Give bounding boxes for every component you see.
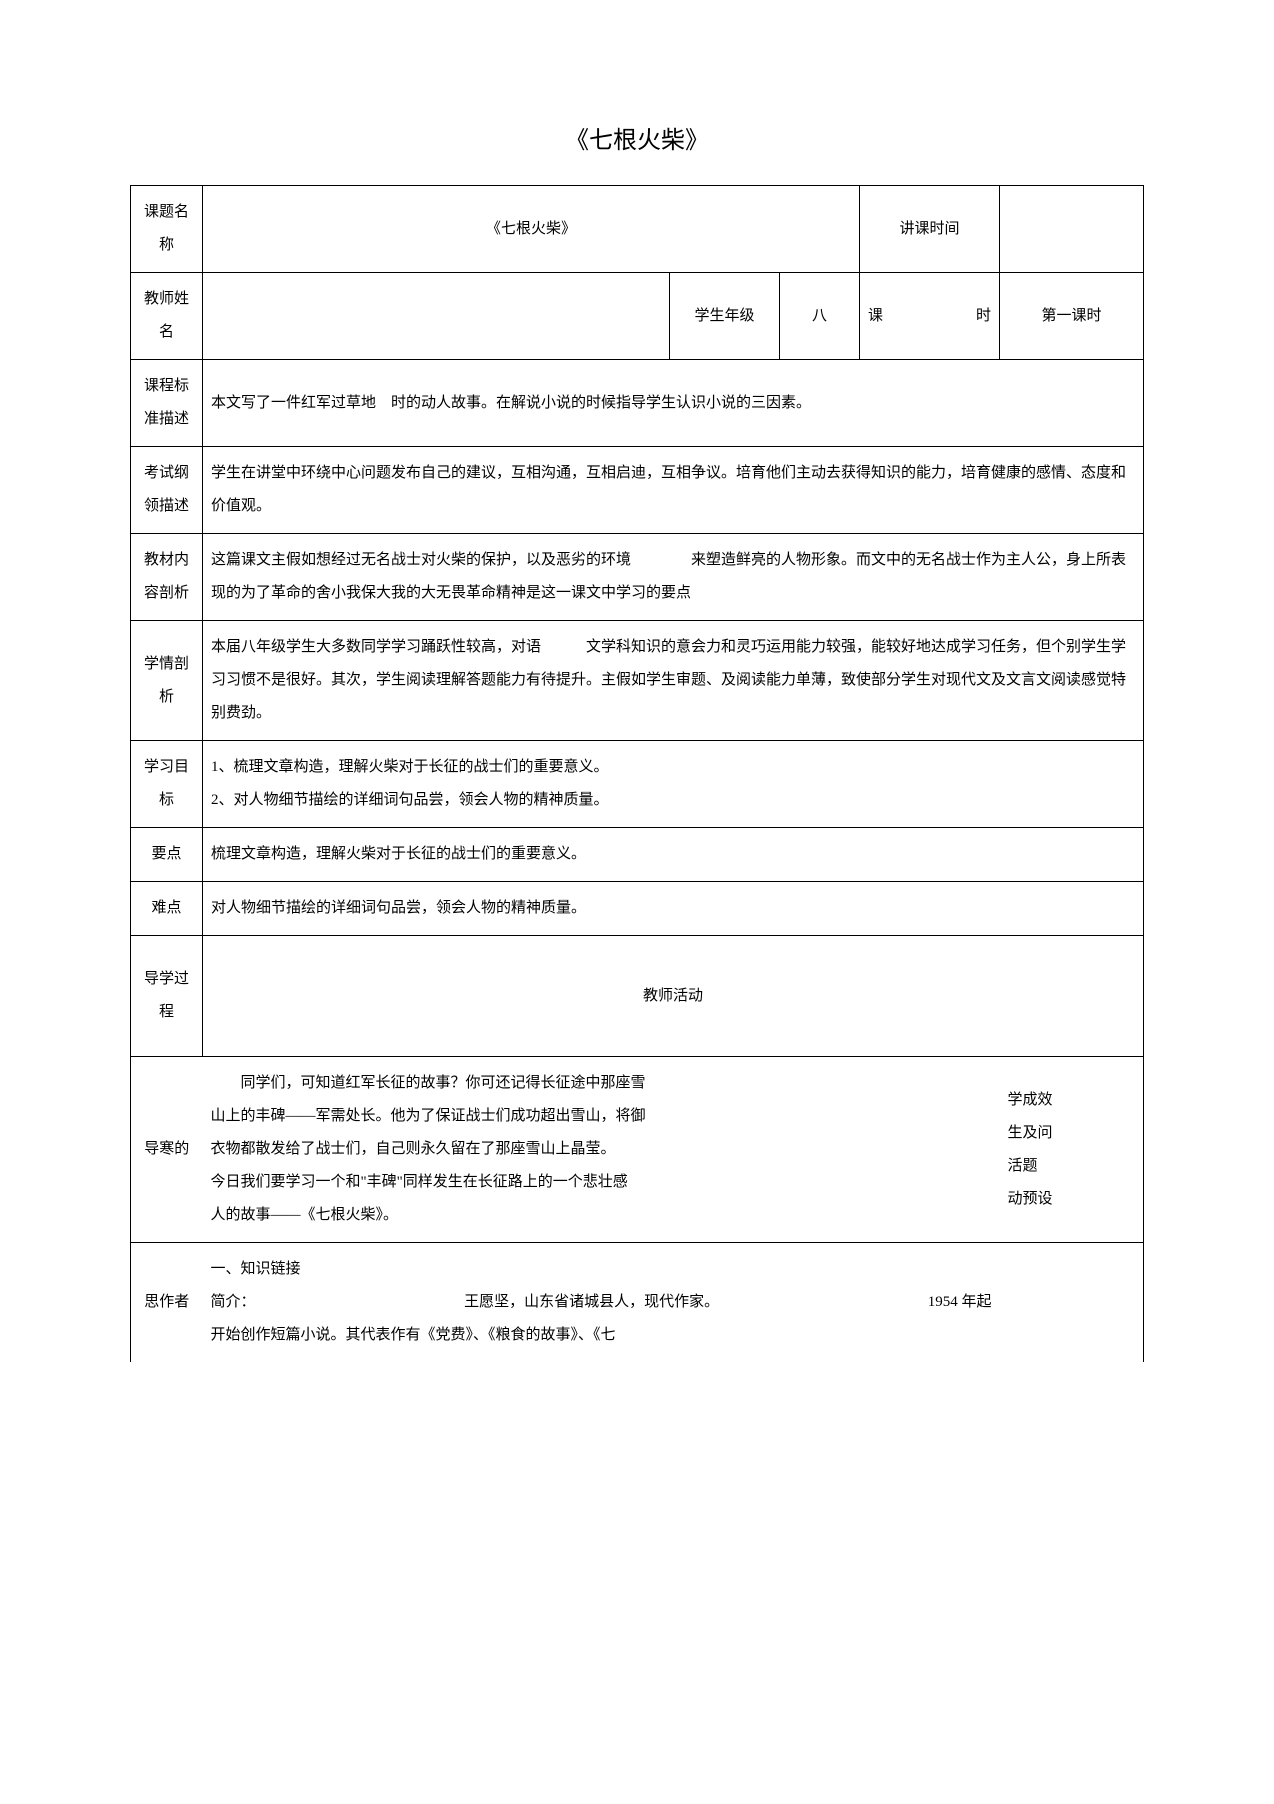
material-value: 这篇课文主假如想经过无名战士对火柴的保护，以及恶劣的环境 来塑造鲜亮的人物形象。… — [203, 534, 1144, 621]
lecture-time-value — [1000, 186, 1144, 273]
course-std-value: 本文写了一件红军过草地 时的动人故事。在解说小说的时候指导学生认识小说的三因素。 — [203, 360, 1144, 447]
goal-line1: 1、梳理文章构造，理解火柴对于长征的战士们的重要意义。 — [211, 751, 1135, 784]
side-line4: 动预设 — [1008, 1183, 1064, 1216]
course-std-label: 课程标准描述 — [131, 360, 203, 447]
student-value: 本届八年级学生大多数同学学习踊跃性较高，对语 文学科知识的意会力和灵巧运用能力较… — [203, 621, 1144, 741]
intro-label: 导寒的 — [131, 1057, 203, 1243]
side-col4 — [1072, 1243, 1144, 1363]
difficulty-label: 难点 — [131, 882, 203, 936]
think-label: 思作者 — [131, 1243, 203, 1363]
lecture-time-label: 讲课时间 — [860, 186, 1000, 273]
hours-value: 第一课时 — [1000, 273, 1144, 360]
grade-value: 八 — [780, 273, 860, 360]
teacher-value — [203, 273, 670, 360]
guide-label: 导学过程 — [131, 936, 203, 1057]
teacher-label: 教师姓名 — [131, 273, 203, 360]
goal-label: 学习目标 — [131, 741, 203, 828]
activity-label: 教师活动 — [211, 946, 1135, 1046]
knowledge-line2: 简介： 王愿坚，山东省诸城县人，现代作家。 1954 年起 — [211, 1286, 992, 1319]
topic-label: 课题名称 — [131, 186, 203, 273]
difficulty-value: 对人物细节描绘的详细词句品尝，领会人物的精神质量。 — [203, 882, 1144, 936]
exam-label: 考试纲领描述 — [131, 447, 203, 534]
intro-line3: 衣物都散发给了战士们，自己则永久留在了那座雪山上晶莹。 — [211, 1133, 992, 1166]
intro-line5: 人的故事——《七根火柴》。 — [211, 1199, 992, 1232]
grade-label: 学生年级 — [670, 273, 780, 360]
intro-line4: 今日我们要学习一个和"丰碑"同样发生在长征路上的一个悲壮感 — [211, 1166, 992, 1199]
intro-line1: 同学们，可知道红军长征的故事？你可还记得长征途中那座雪 — [211, 1067, 992, 1100]
side-line2: 生及问 — [1008, 1117, 1064, 1150]
side-col1: 学成效 生及问 活题 动预设 — [1000, 1057, 1072, 1243]
activity-cell: 教师活动 — [203, 936, 1144, 1057]
document-title: 《七根火柴》 — [130, 120, 1144, 155]
intro-line2: 山上的丰碑——军需处长。他为了保证战士们成功超出雪山，将御 — [211, 1100, 992, 1133]
student-label: 学情剖析 — [131, 621, 203, 741]
material-label: 教材内容剖析 — [131, 534, 203, 621]
knowledge-content: 一、知识链接 简介： 王愿坚，山东省诸城县人，现代作家。 1954 年起 开始创… — [203, 1243, 1000, 1363]
side-col2 — [1072, 1057, 1144, 1243]
key-label: 要点 — [131, 828, 203, 882]
knowledge-line2a: 简介： — [211, 1286, 256, 1319]
side-line1: 学成效 — [1008, 1084, 1064, 1117]
knowledge-line2b: 王愿坚，山东省诸城县人，现代作家。 — [464, 1286, 719, 1319]
knowledge-line1: 一、知识链接 — [211, 1253, 992, 1286]
hours-label-left: 课 — [868, 300, 883, 333]
knowledge-line3: 开始创作短篇小说。其代表作有《党费》、《粮食的故事》、《七 — [211, 1319, 992, 1352]
hours-label: 课 时 — [860, 273, 1000, 360]
lesson-plan-table: 课题名称 《七根火柴》 讲课时间 教师姓名 学生年级 八 课 时 第一课时 课程… — [130, 185, 1144, 1362]
hours-label-right: 时 — [976, 300, 991, 333]
intro-content: 同学们，可知道红军长征的故事？你可还记得长征途中那座雪 山上的丰碑——军需处长。… — [203, 1057, 1000, 1243]
goal-value: 1、梳理文章构造，理解火柴对于长征的战士们的重要意义。 2、对人物细节描绘的详细… — [203, 741, 1144, 828]
side-col3 — [1000, 1243, 1072, 1363]
knowledge-line2c: 1954 年起 — [928, 1286, 992, 1319]
exam-value: 学生在讲堂中环绕中心问题发布自己的建议，互相沟通，互相启迪，互相争议。培育他们主… — [203, 447, 1144, 534]
key-value: 梳理文章构造，理解火柴对于长征的战士们的重要意义。 — [203, 828, 1144, 882]
topic-value: 《七根火柴》 — [203, 186, 860, 273]
goal-line2: 2、对人物细节描绘的详细词句品尝，领会人物的精神质量。 — [211, 784, 1135, 817]
side-line3: 活题 — [1008, 1150, 1064, 1183]
